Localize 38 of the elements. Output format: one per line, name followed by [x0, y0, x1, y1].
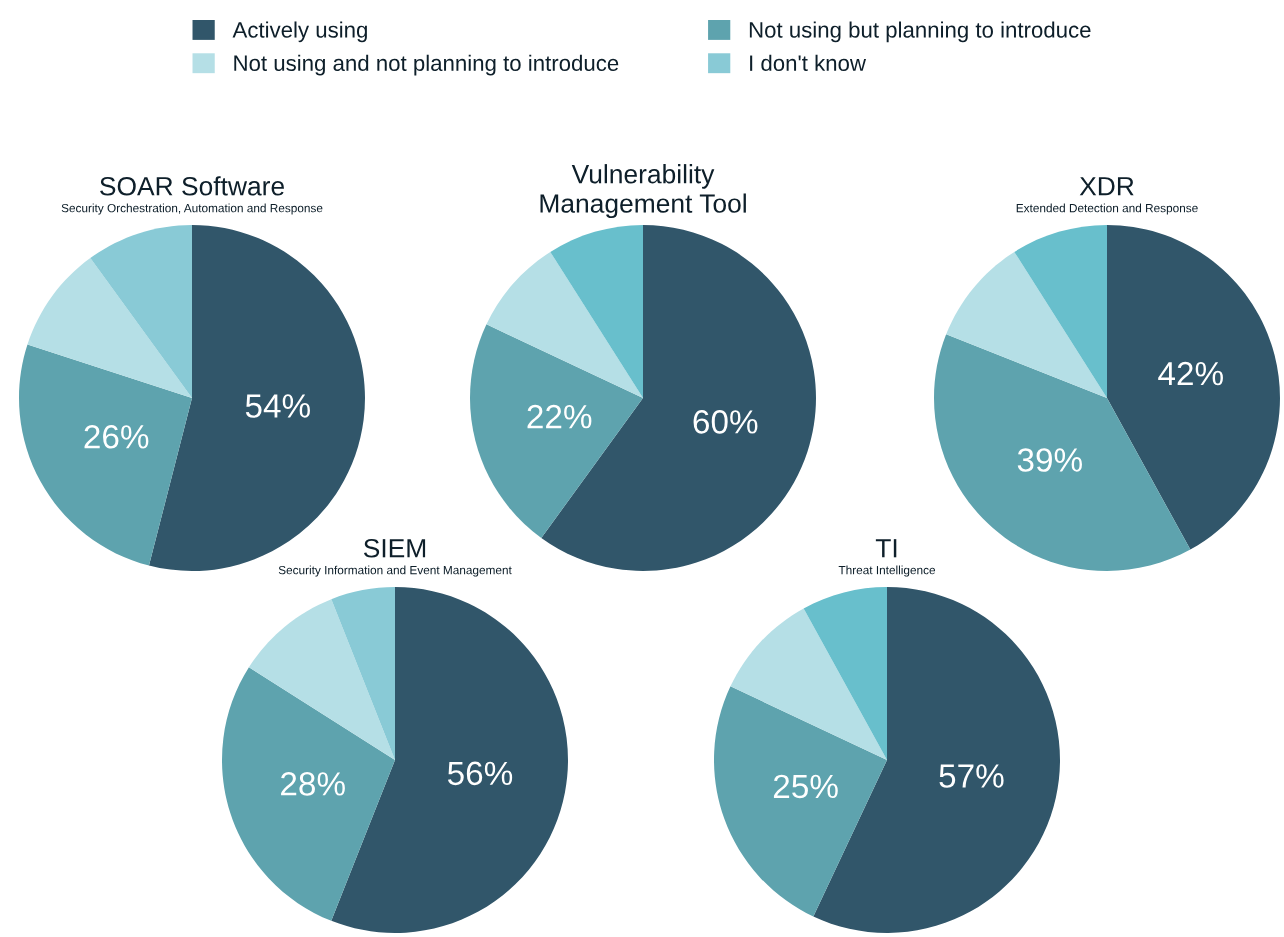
- chart-subtitle: Security Information and Event Management: [278, 565, 512, 577]
- data-label: 60%: [693, 410, 758, 434]
- data-label: 26%: [84, 425, 149, 449]
- pie-slice: [331, 587, 395, 760]
- data-label: 42%: [1158, 361, 1223, 386]
- text: Security Orchestration, Automation and Response: [61, 203, 323, 215]
- data-label: 54%: [245, 394, 310, 418]
- data-label: 28%: [281, 772, 345, 796]
- legend-label: Actively using: [232, 21, 367, 43]
- pie-slice: [550, 225, 643, 398]
- data-label: 39%: [1017, 448, 1082, 472]
- chart-title: Vulnerability Management Tool: [540, 164, 746, 219]
- chart-title: TI: [875, 539, 897, 558]
- pie-slice: [946, 251, 1107, 398]
- legend-label: I don't know: [750, 54, 867, 72]
- pie-slice: [730, 608, 887, 760]
- pie-slice: [714, 686, 887, 917]
- text: SOAR Software: [100, 176, 284, 196]
- pie-slice: [1107, 225, 1280, 550]
- pie-slice: [803, 587, 887, 760]
- chart-subtitle: Threat Intelligence: [838, 565, 936, 577]
- pie-slice: [248, 599, 395, 760]
- pie-slice: [27, 258, 192, 398]
- pie-slice: [19, 344, 192, 566]
- pie-slice: [222, 667, 395, 921]
- data-label: 57%: [939, 764, 1004, 788]
- legend-label: Not using and not planning to introduce: [234, 54, 619, 76]
- data-label: 56%: [447, 761, 513, 786]
- pie-slice: [1014, 225, 1107, 398]
- data-label: 25%: [773, 774, 838, 799]
- pie-slice: [90, 225, 192, 398]
- pie-slice: [486, 251, 643, 398]
- pie-slice: [470, 324, 643, 538]
- data-label: 22%: [527, 404, 592, 429]
- chart-title: XDR: [1079, 177, 1134, 196]
- chart-title: SIEM: [363, 538, 426, 558]
- chart-subtitle: Extended Detection and Response: [1016, 203, 1198, 215]
- legend-label: Not using but planning to introduce: [749, 21, 1091, 43]
